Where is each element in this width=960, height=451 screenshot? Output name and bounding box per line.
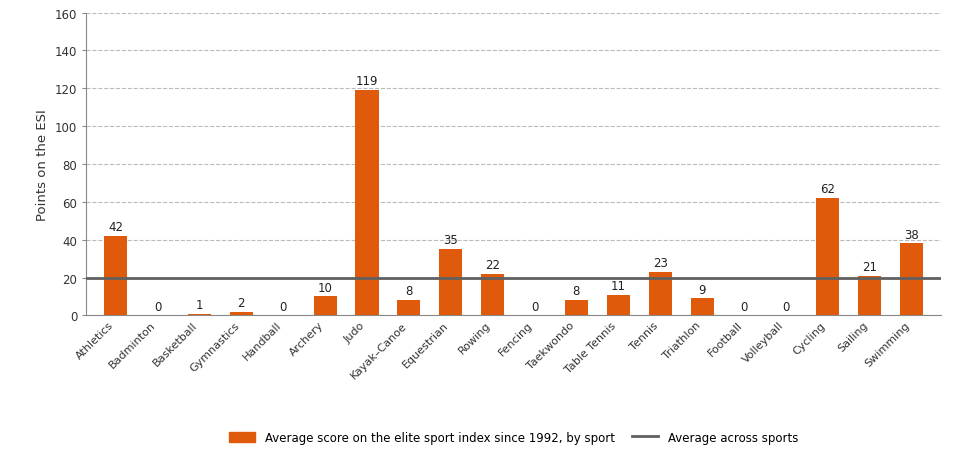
Text: 0: 0 <box>740 300 748 313</box>
Text: 2: 2 <box>238 296 245 309</box>
Text: 0: 0 <box>279 300 287 313</box>
Bar <box>649 272 672 316</box>
Text: 62: 62 <box>820 183 835 196</box>
Bar <box>355 91 378 316</box>
Bar <box>816 198 839 316</box>
Bar <box>900 244 923 316</box>
Bar <box>314 297 337 316</box>
Text: 8: 8 <box>405 285 413 298</box>
Text: 0: 0 <box>782 300 789 313</box>
Text: 38: 38 <box>904 228 919 241</box>
Bar <box>607 295 630 316</box>
Text: 22: 22 <box>485 258 500 272</box>
Bar <box>564 300 588 316</box>
Bar <box>188 314 211 316</box>
Y-axis label: Points on the ESI: Points on the ESI <box>36 109 50 221</box>
Text: 0: 0 <box>531 300 539 313</box>
Legend: Average score on the elite sport index since 1992, by sport, Average across spor: Average score on the elite sport index s… <box>225 426 803 449</box>
Text: 1: 1 <box>196 298 204 311</box>
Text: 11: 11 <box>611 279 626 292</box>
Text: 8: 8 <box>573 285 580 298</box>
Bar <box>440 249 463 316</box>
Text: 21: 21 <box>862 260 877 273</box>
Text: 0: 0 <box>154 300 161 313</box>
Bar <box>229 312 252 316</box>
Text: 9: 9 <box>698 283 706 296</box>
Text: 23: 23 <box>653 257 667 269</box>
Text: 10: 10 <box>318 281 332 294</box>
Text: 35: 35 <box>444 234 458 247</box>
Bar <box>397 300 420 316</box>
Text: 119: 119 <box>356 75 378 88</box>
Bar <box>105 236 128 316</box>
Bar <box>481 274 504 316</box>
Bar <box>858 276 881 316</box>
Bar <box>690 299 713 316</box>
Text: 42: 42 <box>108 221 123 234</box>
